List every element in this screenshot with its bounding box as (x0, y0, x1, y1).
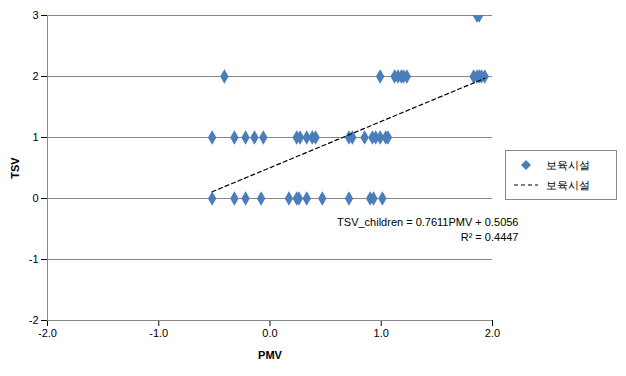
svg-text:TSV: TSV (9, 157, 21, 179)
svg-text:1: 1 (32, 131, 38, 143)
svg-text:0.0: 0.0 (262, 327, 277, 339)
svg-text:PMV: PMV (258, 349, 283, 361)
svg-text:2: 2 (32, 70, 38, 82)
html-text:보육시설: 보육시설 (546, 178, 590, 191)
svg-text:0: 0 (32, 192, 38, 204)
svg-text:TSV_children = 0.7611PMV + 0.5: TSV_children = 0.7611PMV + 0.5056 (337, 216, 518, 228)
svg-text:3: 3 (32, 9, 38, 21)
svg-text:-1.0: -1.0 (149, 327, 168, 339)
svg-text:R² = 0.4447: R² = 0.4447 (461, 231, 519, 243)
svg-text:-2.0: -2.0 (38, 327, 57, 339)
html-text:보육시설: 보육시설 (546, 158, 590, 171)
svg-text:-2: -2 (29, 314, 39, 326)
svg-text:1.0: 1.0 (374, 327, 389, 339)
svg-text:-1: -1 (29, 253, 39, 265)
svg-text:2.0: 2.0 (485, 327, 500, 339)
